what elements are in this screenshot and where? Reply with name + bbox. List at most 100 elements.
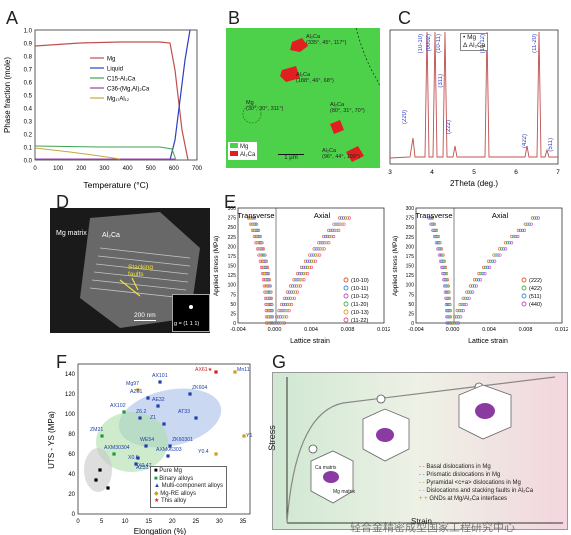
e-left-point — [250, 228, 255, 232]
e-right-point — [465, 290, 469, 294]
a-legend-label: Mg — [107, 57, 115, 63]
e-right-point — [440, 265, 444, 270]
e-left-point — [303, 259, 308, 263]
e-left-legend-label: (11-22) — [351, 318, 368, 324]
e-right-point — [487, 259, 491, 263]
e-left-point — [266, 315, 270, 319]
e-right-point — [492, 253, 496, 257]
e-left-point — [343, 216, 348, 220]
e-left-point — [304, 271, 308, 276]
e-right-header-axial: Axial — [492, 211, 509, 220]
e-left-point — [295, 290, 299, 294]
e-left-point — [260, 271, 265, 276]
a-ytick: 0.6 — [24, 81, 33, 87]
e-left-point — [277, 309, 281, 313]
e-right-point — [504, 247, 508, 251]
e-right-point — [442, 278, 446, 282]
e-right-point — [512, 234, 516, 239]
e-left-point — [298, 271, 302, 276]
f-point-label: Mn11 — [237, 367, 250, 373]
c-legend: • Mg Δ Al₂Ca — [460, 33, 489, 51]
e-left-point — [265, 296, 269, 300]
e-right-point — [476, 278, 481, 282]
e-left-point — [311, 259, 316, 263]
e-left-point — [330, 234, 334, 239]
e-left-point — [319, 241, 323, 245]
e-left-point — [287, 290, 291, 294]
f-xtick: 30 — [216, 519, 223, 525]
a-xtick: 0 — [33, 166, 37, 172]
e-right-point — [523, 222, 527, 226]
e-left-point — [337, 216, 342, 220]
e-left-point — [303, 265, 308, 270]
f-point-label: AT33 — [178, 409, 190, 415]
e-left-point — [326, 234, 330, 239]
a-xtick: 500 — [146, 166, 157, 172]
e-left-point — [278, 321, 283, 325]
e-right-ytick: 125 — [406, 273, 415, 279]
e-left-point — [313, 259, 318, 263]
a-legend-label: Mg₁₇Al₁₂ — [107, 97, 130, 103]
e-left-point — [300, 271, 304, 276]
e-left-point — [285, 309, 289, 313]
e-left-ytick: 25 — [230, 311, 236, 317]
f-data-point — [106, 486, 110, 490]
f-point-label: Y0.4 — [198, 449, 209, 455]
e-right-point — [486, 265, 490, 270]
e-right-point — [430, 222, 434, 226]
c-peak-mg-5: (11-20) — [532, 34, 538, 53]
watermark: 轻合金精密成型国家工程研究中心 — [350, 521, 515, 534]
e-right-xtick: 0.000 — [446, 327, 460, 333]
a-xtick: 600 — [169, 166, 180, 172]
c-legend-mg: • Mg — [463, 34, 477, 41]
e-left-point — [320, 247, 324, 251]
b-legend: Mg Al₂Ca — [228, 142, 258, 160]
e-right-point — [443, 284, 447, 288]
panel-e-left-chart: 0 25 50 75 100 125 150 175 200 225 250 275 300 -0.00… — [213, 206, 390, 345]
c-peak-al-5: (511) — [548, 138, 554, 152]
e-left-point — [338, 222, 342, 226]
a-ytick: 0.9 — [24, 42, 33, 48]
c-legend-al2ca: Δ Al₂Ca — [463, 42, 486, 49]
f-data-point — [168, 444, 172, 448]
e-left-point — [347, 216, 352, 220]
e-left-ytick: 225 — [228, 235, 237, 241]
e-right-point — [444, 284, 448, 288]
e-right-point — [467, 296, 471, 300]
e-left-point — [309, 259, 314, 263]
e-left-point — [293, 290, 297, 294]
e-left-xtick: 0.008 — [341, 327, 355, 333]
e-right-point — [456, 321, 461, 325]
e-right-ytick: 200 — [406, 244, 415, 250]
a-xtick: 200 — [76, 166, 87, 172]
a-xtick: 700 — [192, 166, 203, 172]
d-label-stacking: Stacking faults — [128, 264, 153, 278]
e-left-point — [341, 216, 346, 220]
e-left-point — [312, 253, 316, 257]
e-right-point — [450, 321, 455, 325]
e-left-point — [329, 228, 333, 232]
e-left-point — [263, 278, 267, 282]
b-al2ca-grain-1 — [290, 38, 308, 52]
e-right-legend-label: (511) — [529, 294, 542, 300]
e-right-point — [525, 222, 529, 226]
e-right-point — [529, 222, 533, 226]
f-point-label: ZM21 — [90, 427, 103, 433]
g-inset-label-1: Mg matrix — [333, 489, 355, 495]
f-xtick: 0 — [76, 519, 80, 525]
e-left-point — [288, 284, 293, 288]
b-label-1: Al₂Ca (335°, 45°, 117°) — [306, 34, 347, 46]
e-left-point — [307, 265, 312, 270]
e-left-point — [259, 259, 264, 263]
e-left-point — [265, 309, 270, 313]
e-right-point — [441, 265, 445, 270]
e-left-point — [255, 241, 259, 245]
e-right-point — [510, 234, 514, 239]
e-right-point — [516, 234, 520, 239]
e-right-point — [440, 259, 444, 263]
f-legend-4: This alloy — [160, 498, 187, 504]
f-data-point — [100, 434, 104, 438]
e-left-point — [272, 321, 277, 325]
f-data-point — [242, 434, 246, 438]
e-right-point — [465, 296, 469, 300]
